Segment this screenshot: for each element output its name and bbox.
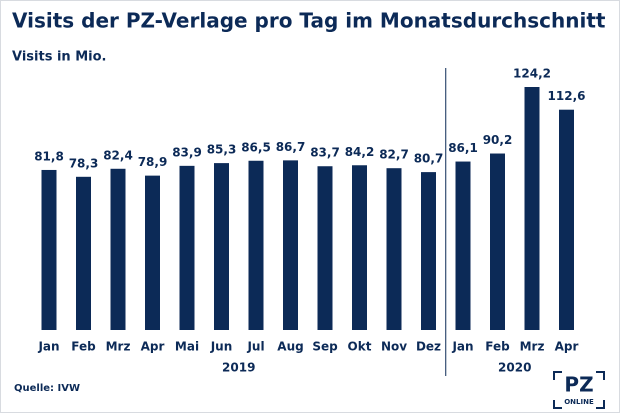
value-label: 83,9 [172, 145, 202, 159]
value-label: 83,7 [310, 146, 340, 160]
bar [317, 166, 333, 330]
bar [455, 161, 471, 330]
value-label: 84,2 [345, 145, 375, 159]
source: Quelle: IVW [14, 383, 80, 394]
value-label: 112,6 [548, 89, 586, 103]
logo: PZ ONLINE [553, 371, 605, 409]
bar [145, 175, 160, 330]
x-tick-label: Dez [416, 340, 441, 354]
x-tick-label: Mrz [520, 340, 545, 354]
value-label: 86,7 [276, 140, 306, 154]
group-label: 2019 [222, 361, 255, 375]
bar [352, 165, 367, 330]
x-tick-label: Apr [555, 340, 579, 354]
bar [110, 168, 126, 330]
chart-title: Visits der PZ-Verlage pro Tag im Monatsd… [12, 9, 606, 33]
x-tick-label: Okt [348, 340, 372, 354]
x-tick-label: Mrz [106, 340, 131, 354]
x-tick-label: Feb [71, 340, 96, 354]
x-tick-label: Jan [451, 340, 473, 354]
bar [248, 160, 264, 330]
bar [386, 168, 402, 330]
value-label: 78,9 [138, 155, 168, 169]
bar [524, 87, 540, 330]
bar [214, 163, 229, 330]
bar [179, 165, 195, 330]
x-tick-label: Aug [277, 340, 303, 354]
bar [421, 172, 436, 330]
value-label: 86,5 [241, 140, 271, 154]
logo-frame [553, 371, 605, 409]
value-label: 80,7 [414, 152, 444, 166]
bar [490, 153, 505, 330]
x-tick-label: Sep [312, 340, 338, 354]
value-label: 90,2 [483, 133, 513, 147]
bar [76, 176, 91, 330]
x-tick-label: Mai [175, 340, 199, 354]
bar [559, 109, 574, 331]
x-tick-label: Apr [141, 340, 165, 354]
x-tick-label: Jun [210, 340, 233, 354]
logo-subtext: ONLINE [564, 398, 594, 406]
group-label: 2020 [498, 361, 531, 375]
bar [41, 169, 57, 330]
bar [283, 160, 298, 330]
logo-text: PZ [564, 373, 593, 397]
x-tick-label: Jul [246, 340, 264, 354]
value-label: 82,4 [103, 148, 133, 162]
value-label: 78,3 [69, 156, 99, 170]
value-label: 81,8 [34, 149, 64, 163]
x-tick-label: Nov [381, 340, 407, 354]
value-label: 85,3 [207, 143, 237, 157]
x-tick-label: Feb [485, 340, 510, 354]
chart-subtitle: Visits in Mio. [12, 50, 106, 65]
value-label: 124,2 [513, 67, 551, 81]
value-label: 82,7 [379, 148, 409, 162]
x-tick-label: Jan [37, 340, 59, 354]
value-label: 86,1 [448, 141, 478, 155]
